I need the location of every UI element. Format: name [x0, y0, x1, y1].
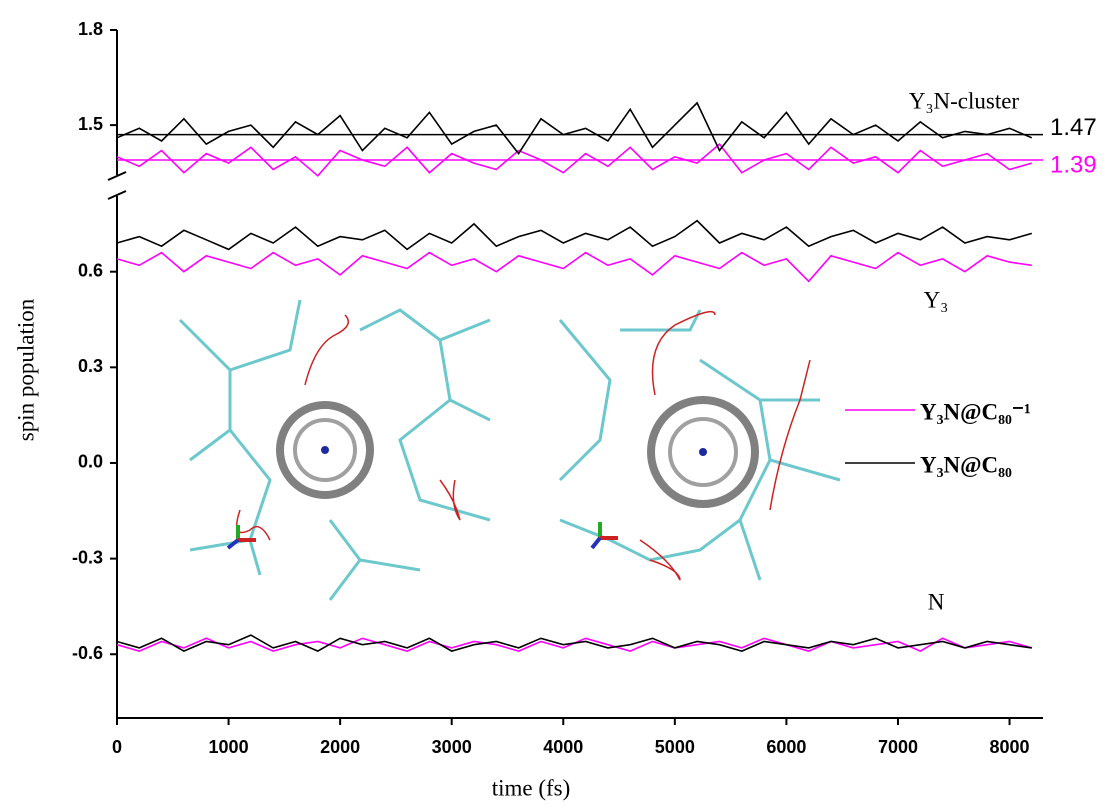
series-line: [117, 221, 1032, 250]
series-annotation: Y₃N-cluster: [909, 88, 1020, 113]
inset-structures: [180, 300, 840, 600]
mean-label: 1.47: [1050, 114, 1097, 141]
y-tick-label: 0.0: [78, 452, 103, 472]
y-axis-title: spin population: [13, 298, 38, 441]
x-tick-label: 8000: [990, 737, 1030, 757]
page: {"chart_data": { "type": "line", "xlabel…: [0, 0, 1113, 808]
y-tick-label: 1.8: [78, 19, 103, 39]
x-tick-label: 6000: [766, 737, 806, 757]
chart: time (fs) spin population 0 1000 2000 3000 4…: [0, 0, 1113, 808]
legend-label: Y₃N@C₈₀⁻¹: [920, 399, 1031, 425]
x-tick-label: 0: [112, 737, 122, 757]
legend-label: Y₃N@C₈₀: [920, 452, 1012, 478]
series-line: [117, 103, 1032, 154]
series-line: [117, 253, 1032, 282]
x-tick-label: 2000: [320, 737, 360, 757]
x-tick-label: 1000: [209, 737, 249, 757]
series-annotation: Y₃: [924, 287, 949, 312]
y-tick-label: 1.5: [78, 114, 103, 134]
x-tick-label: 7000: [878, 737, 918, 757]
y-tick-label: -0.3: [72, 547, 103, 567]
y-tick-label: 0.6: [78, 260, 103, 280]
series-annotation: N: [928, 589, 945, 614]
mean-label: 1.39: [1050, 151, 1097, 178]
y-tick-label: -0.6: [72, 643, 103, 663]
x-tick-label: 4000: [543, 737, 583, 757]
series-line: [117, 638, 1032, 651]
x-tick-label: 5000: [655, 737, 695, 757]
x-axis-title: time (fs): [492, 775, 571, 800]
x-tick-label: 3000: [432, 737, 472, 757]
y-tick-label: 0.3: [78, 356, 103, 376]
